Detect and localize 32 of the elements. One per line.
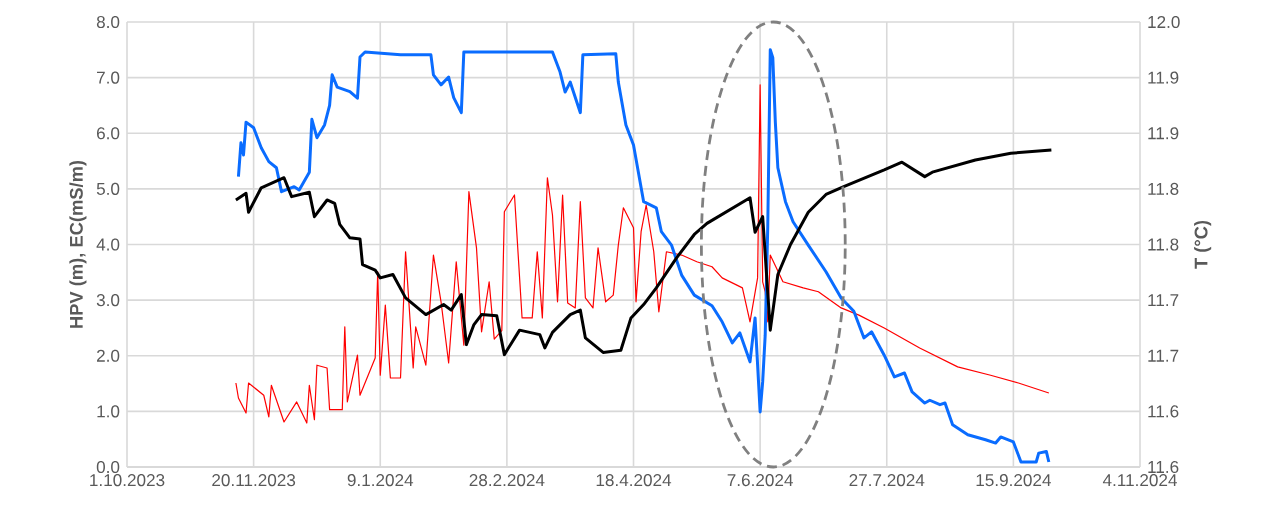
y-tick-label: 6.0 [97,127,120,140]
y2-tick-label: 11.8 [1148,182,1179,195]
y-tick-label: 5.0 [96,182,120,195]
line-series [236,48,1051,464]
y2-tick-label: 11.6 [1148,405,1179,418]
y2-tick-label: 11.6 [1148,460,1179,474]
y-tick-label: 2.0 [97,349,120,362]
x-tick-label: 15.9.2024 [976,474,1051,487]
x-tick-label: 18.4.2024 [596,474,672,487]
y2-tick-label: 11.9 [1148,127,1179,140]
y2-tick-label: 11.8 [1148,238,1179,251]
x-tick-label: 7.6.2024 [727,474,793,487]
y-tick-label: 0.0 [96,460,120,474]
y2-tick-label: 12.0 [1148,15,1180,29]
line-series [235,84,1050,424]
line-series [234,148,1053,357]
y-axis-title: HPV (m), EC(mS/m) [69,160,87,328]
y2-tick-label: 11.7 [1148,294,1179,307]
x-tick-label: 27.7.2024 [849,474,925,487]
y2-axis-title: T (°C) [1194,220,1212,269]
x-tick-label: 9.1.2024 [347,474,414,487]
y2-tick-label: 11.7 [1148,349,1179,362]
y-tick-label: 4.0 [96,238,120,251]
x-tick-label: 20.11.2023 [212,474,296,487]
y-tick-label: 3.0 [96,294,120,307]
y2-tick-label: 11.9 [1148,71,1179,84]
x-tick-label: 4.11.2024 [1102,474,1177,487]
y-tick-label: 7.0 [97,71,120,84]
x-tick-label: 28.2.2024 [469,474,545,487]
x-tick-label: 1.10.2023 [90,474,165,487]
y-tick-label: 8.0 [96,15,120,29]
y-tick-label: 1.0 [97,405,120,418]
